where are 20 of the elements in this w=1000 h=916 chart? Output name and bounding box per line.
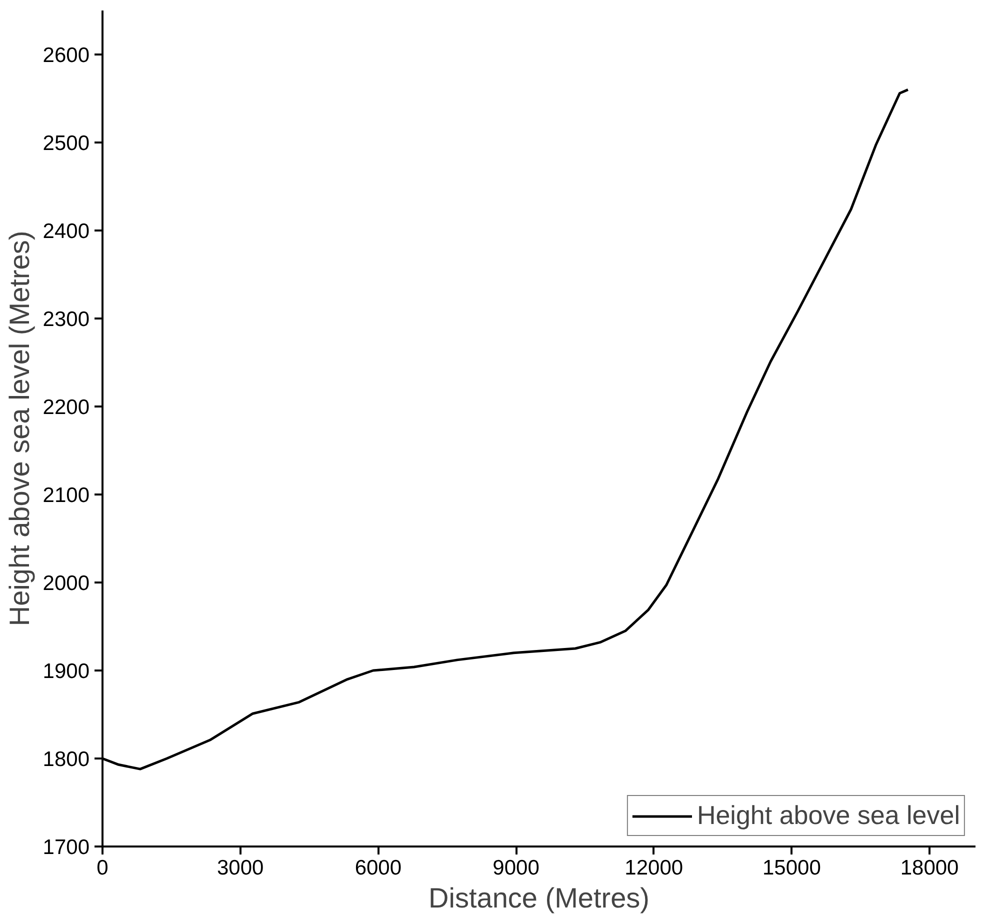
y-tick-label: 2300 <box>42 308 90 331</box>
x-tick-label: 6000 <box>354 856 402 880</box>
y-tick-label: 2100 <box>42 484 90 507</box>
x-tick-label: 12000 <box>624 856 684 880</box>
x-tick-label: 18000 <box>900 856 959 880</box>
y-tick-label: 2600 <box>42 44 90 67</box>
y-tick-label: 1800 <box>42 748 90 771</box>
x-axis-title: Distance (Metres) <box>428 882 650 914</box>
x-tick-label: 15000 <box>762 856 821 880</box>
y-axis-title: Height above sea level (Metres) <box>4 230 35 626</box>
y-tick-label: 2000 <box>42 572 90 595</box>
y-tick-label: 2400 <box>42 220 90 243</box>
legend-label: Height above sea level <box>696 800 960 831</box>
y-tick-label: 1700 <box>42 836 90 859</box>
y-tick-label: 2500 <box>42 132 90 155</box>
x-tick-label: 3000 <box>216 856 264 880</box>
y-tick-label: 1900 <box>42 660 90 683</box>
x-tick-label: 9000 <box>492 856 540 880</box>
y-tick-label: 2200 <box>42 396 90 419</box>
x-tick-label: 0 <box>96 856 108 880</box>
